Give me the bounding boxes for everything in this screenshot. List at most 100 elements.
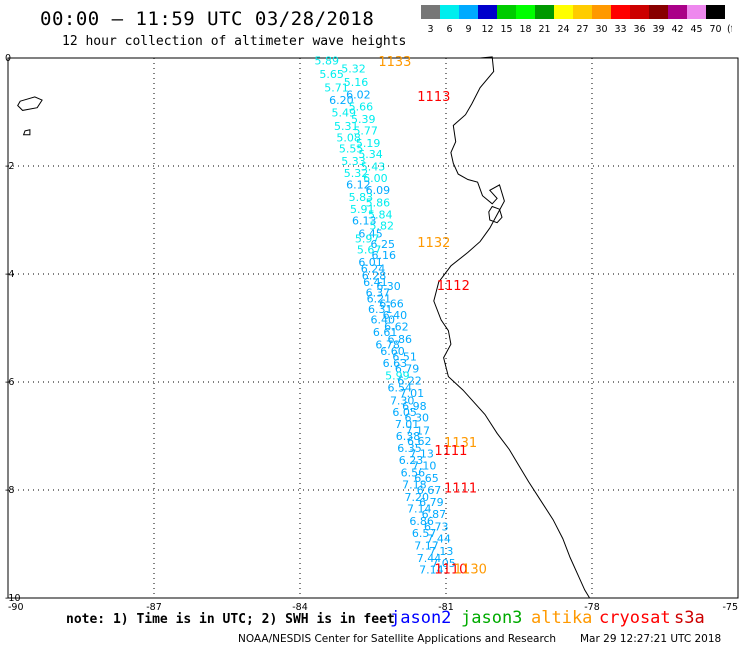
colorbar-swatch [459,5,478,19]
swh-value: 5.08 [336,132,361,145]
y-tick-label: -2 [5,161,14,172]
swh-value: 6.62 [384,321,409,334]
track-label: 1111 [444,482,477,497]
colorbar-tick-label: 36 [633,24,645,35]
colorbar-tick-label: 42 [671,24,683,35]
swh-value: 6.86 [388,333,413,346]
footer-note: note: 1) Time is in UTC; 2) SWH is in fe… [66,612,395,627]
generation-timestamp: Mar 29 12:27:21 UTC 2018 [580,633,722,645]
swh-value: 6.24 [361,262,386,275]
page-title: 00:00 – 11:59 UTC 03/28/2018 [40,8,375,30]
coastline [433,56,591,599]
map-frame [7,57,739,599]
swh-value: 5.91 [350,203,375,216]
colorbar-tick-label: 15 [500,24,512,35]
colorbar-swatch [516,5,535,19]
colorbar-tick-label: 6 [446,24,452,35]
colorbar-tick-label: 18 [519,24,531,35]
swh-value: 6.41 [363,276,388,289]
swh-value: 6.98 [402,400,427,413]
colorbar-tick-label: 21 [538,24,550,35]
swh-value: 5.99 [385,369,410,382]
colorbar-tick-label: 70 [709,24,721,35]
swh-value: 5.32 [341,63,366,76]
colorbar-tick-label: 27 [576,24,588,35]
swh-value: 6.01 [358,256,383,269]
legend-cryosat: cryosat [599,608,671,628]
swh-value: 6.57 [412,527,437,540]
swh-value: 6.61 [373,326,398,339]
swh-value: 5.67 [357,243,382,256]
track-label: 1130 [454,563,487,578]
swh-value: 6.60 [380,345,405,358]
swh-value: 6.25 [370,238,395,251]
legend-s3a: s3a [674,608,705,628]
colorbar-swatch [687,5,706,19]
swh-value: 6.20 [329,94,354,107]
swh-value: 7.14 [407,503,432,516]
swh-value: 5.43 [361,160,386,173]
swh-value: 6.00 [363,172,388,185]
x-tick-label: -75 [722,602,738,613]
swh-value: 5.16 [344,76,369,89]
swh-value: 7.30 [390,395,415,408]
swh-value: 7.10 [412,459,437,472]
track-label: 1131 [444,436,477,451]
swh-value: 6.45 [358,227,383,240]
colorbar-unit: (ft) [727,24,732,35]
swh-value: 7.17 [406,424,431,437]
colorbar-swatch [592,5,611,19]
swh-value: 5.82 [370,220,395,233]
swh-value: 6.37 [366,287,391,300]
x-tick-label: -84 [292,602,308,613]
swh-value: 5.77 [353,125,378,138]
swh-value: 7.17 [414,539,439,552]
swh-value: 5.84 [368,208,393,221]
swh-value: 6.86 [409,515,434,528]
swh-value: 5.34 [358,148,383,161]
swh-value: 5.31 [334,120,359,133]
swh-value: 6.79 [419,496,444,509]
colorbar-tick-label: 9 [465,24,471,35]
colorbar-tick-label: 30 [595,24,607,35]
swh-value: 7.20 [405,491,430,504]
colorbar-tick-label: 33 [614,24,626,35]
swh-value: 6.31 [368,303,393,316]
swh-value: 6.54 [388,382,413,395]
colorbar-tick-label: 3 [427,24,433,35]
colorbar-tick-label: 12 [481,24,493,35]
swh-value: 7.44 [417,552,442,565]
colorbar-swatch [573,5,592,19]
swh-value: 5.71 [324,81,349,94]
swh-value: 5.83 [349,191,374,204]
swh-value: 6.12 [346,179,371,192]
swh-value: 6.87 [422,508,447,521]
swh-value: 6.56 [401,467,426,480]
colorbar-swatch [535,5,554,19]
track-label: 1111 [434,444,467,459]
colorbar-swatch [706,5,725,19]
swh-value: 6.63 [383,357,408,370]
swh-value: 5.65 [319,68,344,81]
swh-value: 5.97 [355,233,380,246]
swh-value: 5.86 [366,197,391,210]
swh-value: 6.73 [424,521,449,534]
colorbar-swatch [554,5,573,19]
swh-value: 6.40 [370,314,395,327]
swh-value: 7.13 [409,448,434,461]
swh-value: 6.38 [396,430,421,443]
swh-value: 5.32 [344,167,369,180]
swh-value: 6.30 [405,411,430,424]
track-label: 1133 [378,55,411,70]
colorbar-swatch [668,5,687,19]
y-tick-label: -4 [5,269,14,280]
credit-line: NOAA/NESDIS Center for Satellite Applica… [238,633,556,645]
legend-jason2: jason2 [390,608,452,628]
x-tick-label: -87 [146,602,162,613]
colorbar-swatch [440,5,459,19]
swh-value: 6.35 [397,442,422,455]
swh-value: 5.39 [351,113,376,126]
x-tick-label: -78 [584,602,600,613]
swh-value: 5.55 [339,143,364,156]
